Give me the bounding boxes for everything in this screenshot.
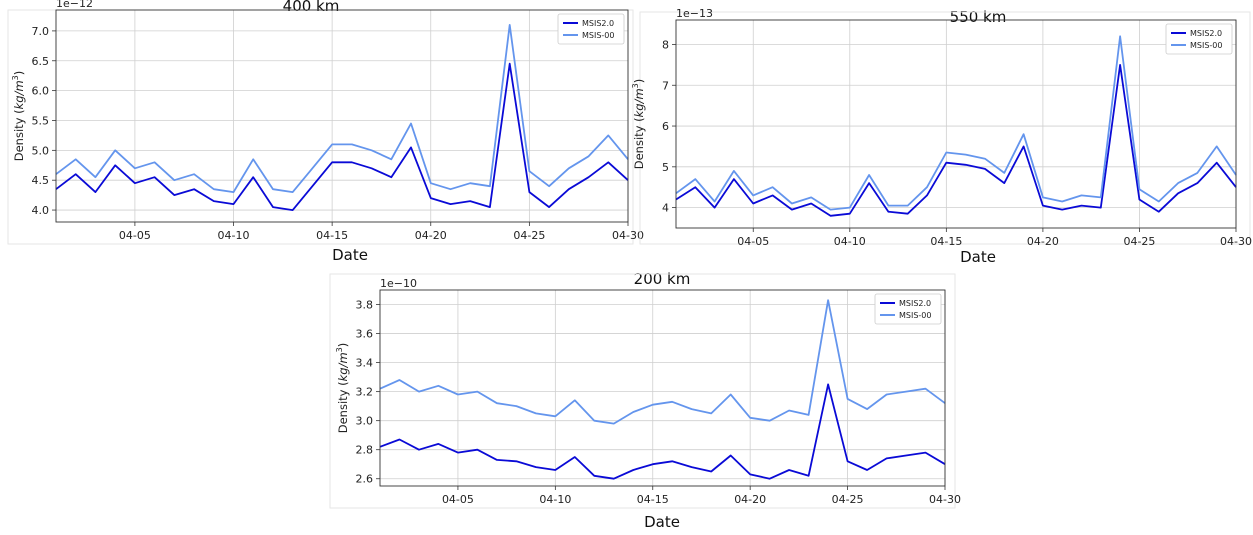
series-line-msis20 bbox=[55, 62, 629, 212]
offset-text: 1e−13 bbox=[676, 7, 713, 20]
figure-frame bbox=[7, 9, 634, 245]
plot-area-border bbox=[675, 19, 1237, 229]
y-axis-label-exponent: 3 bbox=[631, 83, 640, 88]
y-axis-label-close: ) bbox=[12, 71, 26, 76]
series-line-msis20 bbox=[379, 383, 946, 480]
plot-area-border bbox=[55, 9, 629, 223]
x-axis-label: Date bbox=[332, 246, 368, 264]
series-line-msis00 bbox=[675, 35, 1237, 211]
y-axis-label-close: ) bbox=[336, 343, 350, 348]
y-axis-label-unit: kg/m bbox=[336, 352, 350, 381]
x-tick-label: 04-15 bbox=[637, 493, 669, 506]
x-tick-label: 04-05 bbox=[737, 235, 769, 248]
y-axis-label: Density (kg/m3) bbox=[11, 71, 26, 162]
chart-title: 400 km bbox=[282, 0, 340, 15]
y-tick-label: 4 bbox=[662, 202, 669, 215]
y-tick-label: 5.5 bbox=[32, 114, 50, 127]
series-line-msis00 bbox=[379, 299, 946, 425]
y-tick-label: 4.5 bbox=[32, 174, 50, 187]
x-axis-label: Date bbox=[960, 248, 996, 266]
y-tick-label: 2.8 bbox=[356, 444, 374, 457]
y-tick-label: 3.4 bbox=[356, 357, 374, 370]
y-tick-label: 7.0 bbox=[32, 25, 50, 38]
y-axis-label-exponent: 3 bbox=[335, 347, 344, 352]
chart-svg-400km: 04-05 04-10 04-15 04-20 04-25 04-30 4.0 4.5 5.0 5… bbox=[7, 0, 644, 245]
offset-text: 1e−10 bbox=[380, 277, 417, 290]
y-tick-label: 3.8 bbox=[356, 299, 374, 312]
y-tick-label: 6.5 bbox=[32, 55, 50, 68]
y-tick-label: 5.0 bbox=[32, 144, 50, 157]
y-axis-label: Density (kg/m3) bbox=[631, 79, 646, 170]
chart-svg-550km: 04-05 04-10 04-15 04-20 04-25 04-30 4 5 6 7 8 1e−13… bbox=[631, 7, 1252, 248]
y-tick-label: 5 bbox=[662, 161, 669, 174]
plot-area-border bbox=[379, 289, 946, 487]
chart-svg-200km: 04-05 04-10 04-15 04-20 04-25 04-30 2.6 2.8 3.0 3… bbox=[329, 273, 961, 509]
y-axis-label-exponent: 3 bbox=[11, 75, 20, 80]
y-tick-label: 3.6 bbox=[356, 328, 374, 341]
x-tick-label: 04-25 bbox=[513, 229, 545, 242]
chart-panel-550km: 550 km 04-05 04-10 04-15 04-20 04-25 04-30 4 5 6… bbox=[631, 0, 1252, 270]
figure-frame bbox=[639, 11, 1251, 245]
series-line-msis20 bbox=[675, 64, 1237, 217]
y-tick-label: 3.0 bbox=[356, 415, 374, 428]
y-tick-label: 2.6 bbox=[356, 473, 374, 486]
y-axis-label-text: Density ( bbox=[632, 117, 646, 169]
y-tick-label: 3.2 bbox=[356, 386, 374, 399]
x-tick-label: 04-10 bbox=[834, 235, 866, 248]
x-tick-label: 04-30 bbox=[929, 493, 961, 506]
x-tick-label: 04-05 bbox=[119, 229, 151, 242]
series-line-msis00 bbox=[55, 23, 629, 194]
legend-label: MSIS-00 bbox=[899, 311, 931, 320]
x-tick-label: 04-30 bbox=[612, 229, 644, 242]
x-tick-label: 04-10 bbox=[218, 229, 250, 242]
x-tick-label: 04-20 bbox=[415, 229, 447, 242]
y-axis-label-text: Density ( bbox=[12, 109, 26, 161]
y-tick-label: 6 bbox=[662, 120, 669, 133]
y-tick-label: 6.0 bbox=[32, 85, 50, 98]
legend-label: MSIS2.0 bbox=[899, 299, 931, 308]
x-tick-label: 04-10 bbox=[539, 493, 571, 506]
y-axis-label: Density (kg/m3) bbox=[335, 343, 350, 434]
x-tick-label: 04-20 bbox=[1027, 235, 1059, 248]
legend-box bbox=[1165, 23, 1233, 55]
y-axis-label-unit: kg/m bbox=[632, 88, 646, 117]
legend-label: MSIS-00 bbox=[1190, 41, 1222, 50]
y-tick-label: 8 bbox=[662, 38, 669, 51]
x-tick-label: 04-05 bbox=[442, 493, 474, 506]
x-tick-label: 04-25 bbox=[1123, 235, 1155, 248]
legend-label: MSIS2.0 bbox=[582, 19, 614, 28]
y-axis-label-text: Density ( bbox=[336, 381, 350, 433]
y-axis-label-close: ) bbox=[632, 79, 646, 84]
legend-box bbox=[874, 293, 942, 325]
chart-panel-200km: 200 km 04-05 04-10 04-15 04-20 04-25 04-30 2.6… bbox=[329, 268, 961, 535]
y-axis-label-unit: kg/m bbox=[12, 80, 26, 109]
figure-frame bbox=[329, 273, 956, 509]
legend-box bbox=[557, 13, 625, 45]
y-tick-label: 4.0 bbox=[32, 204, 50, 217]
x-tick-label: 04-25 bbox=[832, 493, 864, 506]
offset-text: 1e−12 bbox=[56, 0, 93, 10]
x-tick-label: 04-30 bbox=[1220, 235, 1252, 248]
legend-label: MSIS-00 bbox=[582, 31, 614, 40]
y-tick-label: 7 bbox=[662, 79, 669, 92]
x-tick-label: 04-15 bbox=[930, 235, 962, 248]
x-tick-label: 04-20 bbox=[734, 493, 766, 506]
legend-label: MSIS2.0 bbox=[1190, 29, 1222, 38]
chart-panel-400km: 400 km 04-05 04-10 04-15 04-20 04-25 04-30 4.0… bbox=[7, 0, 644, 265]
x-tick-label: 04-15 bbox=[316, 229, 348, 242]
x-axis-label: Date bbox=[644, 513, 680, 531]
